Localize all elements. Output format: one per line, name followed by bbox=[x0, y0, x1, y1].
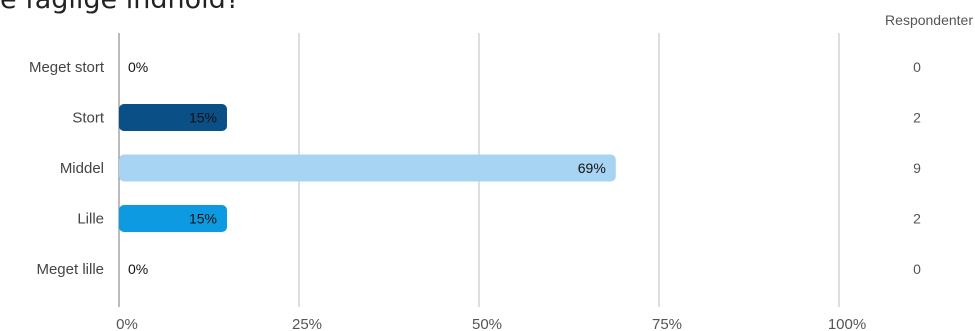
category-label: Meget lille bbox=[36, 261, 104, 278]
respondents-header: Respondenter bbox=[885, 12, 973, 28]
category-label: Lille bbox=[77, 211, 104, 228]
value-label: 69% bbox=[578, 160, 606, 176]
category-label: Stort bbox=[72, 110, 105, 127]
x-tick-label: 25% bbox=[292, 316, 322, 331]
value-label: 15% bbox=[189, 110, 217, 126]
bars bbox=[119, 104, 616, 232]
bar-stort bbox=[119, 104, 227, 131]
bar-middel bbox=[119, 154, 616, 182]
x-tick-label: 0% bbox=[116, 316, 138, 331]
category-label: Middel bbox=[60, 160, 104, 177]
x-tick-label: 50% bbox=[472, 316, 502, 331]
category-label: Meget stort bbox=[29, 59, 105, 76]
respondent-count: 0 bbox=[913, 59, 921, 75]
page-title: e faglige indhold? bbox=[0, 0, 240, 15]
bar-lille bbox=[119, 205, 227, 232]
x-tick-label: 75% bbox=[652, 316, 682, 331]
value-label: 0% bbox=[128, 261, 148, 277]
labels: 0% 25% 50% 75% 100% Meget stort 0% 0 Stort 15% 2 Mi… bbox=[29, 59, 921, 331]
respondent-count: 9 bbox=[913, 160, 921, 176]
respondent-count: 2 bbox=[913, 211, 921, 227]
value-label: 15% bbox=[189, 211, 217, 227]
respondent-count: 2 bbox=[913, 110, 921, 126]
value-label: 0% bbox=[128, 59, 148, 75]
x-tick-label: 100% bbox=[828, 316, 866, 331]
respondent-count: 0 bbox=[913, 261, 921, 277]
